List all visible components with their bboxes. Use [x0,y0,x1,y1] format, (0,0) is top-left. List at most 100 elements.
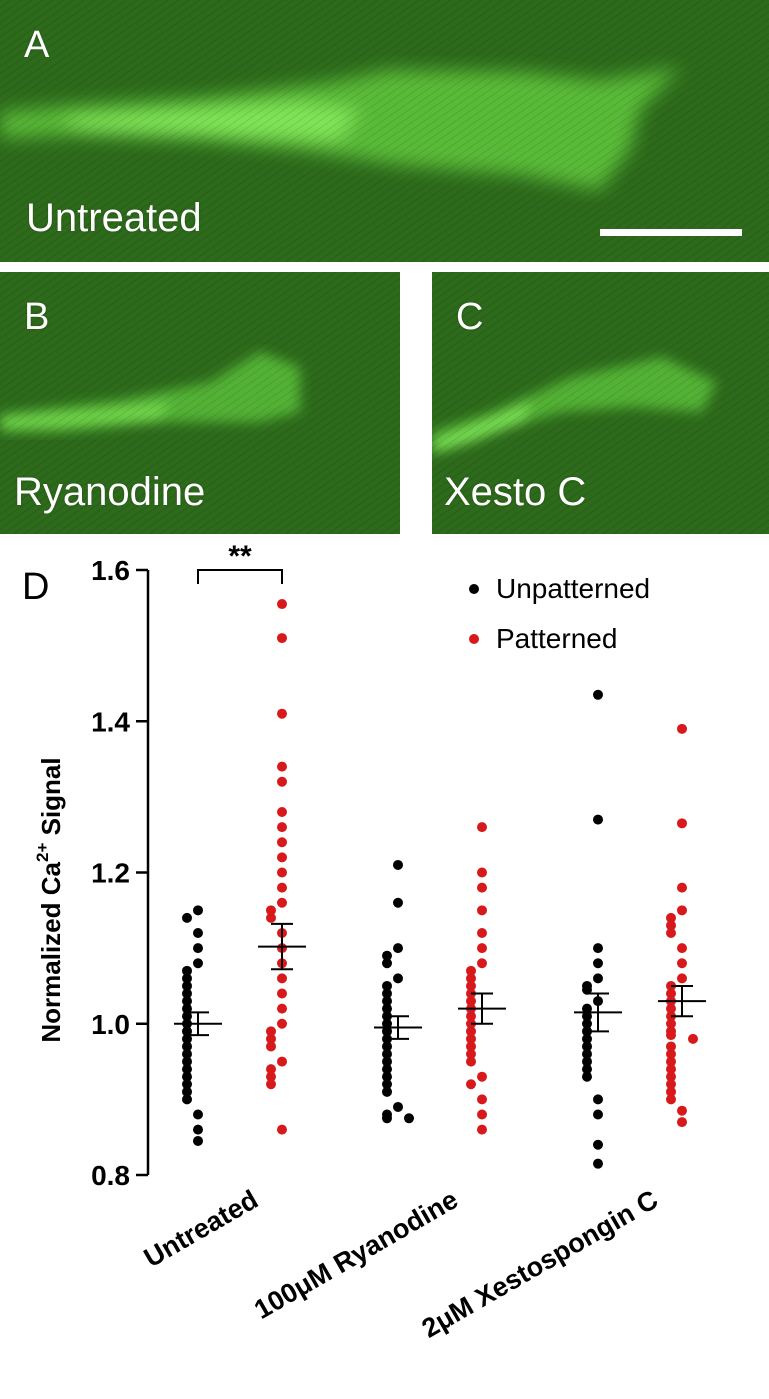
data-point [277,897,287,908]
micrograph-image-a [0,0,769,262]
data-point [466,1041,476,1052]
data-point [477,1109,487,1120]
data-point [277,708,287,719]
data-point [277,599,287,610]
legend-label: Patterned [496,623,617,654]
data-point [593,1109,603,1120]
data-point [182,1064,192,1075]
data-point [677,818,687,829]
data-point [182,965,192,976]
data-point [582,1018,592,1029]
panel-caption-a: Untreated [26,196,202,240]
data-point [466,1033,476,1044]
chart-legend: Unpatterned Patterned [469,573,650,654]
legend-marker [469,634,479,644]
panel-letter-a: A [24,24,50,66]
data-point [666,912,676,923]
data-point [677,1105,687,1116]
micrograph-image-b [0,272,400,534]
data-point [477,928,487,938]
data-point [677,905,687,916]
data-point [382,1041,392,1052]
panel-letter-d: D [22,566,50,608]
data-point [266,1071,276,1082]
data-point [666,1030,676,1041]
data-point [382,1003,392,1014]
data-point [182,996,192,1007]
data-point [277,822,287,833]
data-point [477,943,487,954]
data-point [182,1026,192,1037]
data-point [477,822,487,833]
data-point [277,807,287,817]
data-point [466,1026,476,1037]
data-point [582,984,592,995]
data-point [582,1041,592,1052]
data-point [182,1041,192,1052]
data-point [382,1079,392,1090]
data-point [593,814,603,825]
data-point [182,1086,192,1097]
data-point [582,1064,592,1075]
data-point [666,1094,676,1105]
data-point [182,1003,192,1014]
data-point [382,1026,392,1037]
data-point [277,1124,287,1135]
y-tick-label: 1.6 [91,555,130,586]
data-point [277,852,287,863]
data-point [266,912,276,923]
legend-marker [469,584,479,594]
data-point [666,1056,676,1067]
micrograph-panel-b: B Ryanodine [0,272,400,534]
data-point [266,905,276,916]
data-point [193,1109,203,1120]
data-point [666,1079,676,1090]
y-tick-label: 1.2 [91,858,130,889]
data-point [666,1003,676,1014]
data-point [666,1049,676,1059]
data-point [466,996,476,1007]
data-point [677,723,687,734]
data-point [277,1003,287,1014]
data-point [582,1003,592,1014]
data-point [277,837,287,848]
micrograph-image-c [432,272,769,534]
data-point [677,882,687,893]
data-point [477,882,487,893]
data-point [182,988,192,999]
x-category-label: Untreated [139,1184,263,1273]
data-point [477,867,487,878]
y-tick-label: 1.4 [91,706,130,737]
data-point [688,1033,698,1044]
data-point [182,973,192,984]
data-point [393,859,403,870]
data-point [582,1071,592,1082]
data-point [466,980,476,991]
data-point [477,1071,487,1082]
data-point [277,761,287,772]
data-point [193,1124,203,1135]
data-point [666,1086,676,1097]
data-point [382,1086,392,1097]
chart-marks: ** [174,540,706,1169]
data-point [666,1071,676,1082]
data-point [182,1049,192,1059]
data-point [277,973,287,984]
data-point [277,882,287,893]
data-point [666,1018,676,1029]
y-tick-label: 0.8 [91,1160,130,1191]
data-point [382,1049,392,1059]
data-point [466,973,476,984]
data-point [666,928,676,938]
data-point [182,1011,192,1022]
data-point [182,1079,192,1090]
data-point [582,1056,592,1067]
data-point [582,1049,592,1059]
data-point [382,1056,392,1067]
data-point [182,1056,192,1067]
data-point [277,1018,287,1029]
data-point [193,928,203,938]
data-point [182,912,192,923]
